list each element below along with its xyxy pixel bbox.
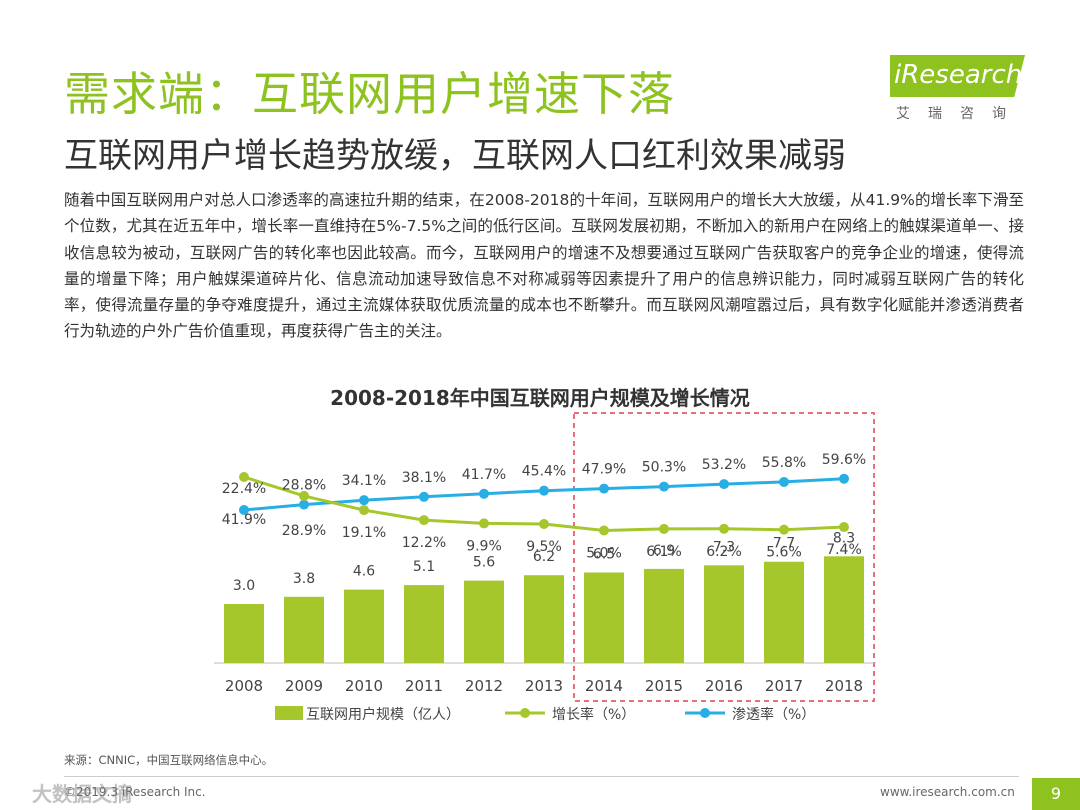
bar-2008 — [224, 604, 264, 663]
growth-label-2014: 5.0% — [586, 546, 622, 562]
bar-2009 — [284, 596, 324, 663]
footer-copyright: ©2019.3 iResearch Inc. — [64, 785, 206, 799]
bar-2014 — [584, 572, 624, 663]
x-tick-2009: 2009 — [285, 677, 323, 695]
penetration-label-2013: 45.4% — [522, 464, 566, 480]
x-tick-2011: 2011 — [405, 677, 443, 695]
bar-2013 — [524, 575, 564, 663]
growth-label-2016: 6.2% — [706, 544, 742, 560]
x-tick-2008: 2008 — [225, 677, 263, 695]
growth-label-2008: 41.9% — [222, 512, 266, 528]
penetration-label-2009: 28.8% — [282, 478, 326, 494]
legend-growth-dot — [520, 708, 530, 718]
penetration-point-2008 — [239, 505, 249, 515]
bar-label-2014: 6.5 — [593, 547, 615, 563]
growth-point-2015 — [659, 523, 669, 534]
penetration-label-2017: 55.8% — [762, 455, 806, 471]
logo-brand-text: iResearch — [894, 60, 1023, 90]
growth-label-2013: 9.5% — [526, 539, 562, 555]
bar-2011 — [404, 585, 444, 663]
penetration-point-2010 — [359, 495, 369, 506]
penetration-point-2013 — [539, 485, 549, 496]
growth-point-2009 — [299, 490, 309, 501]
x-tick-2010: 2010 — [345, 677, 383, 695]
x-tick-2017: 2017 — [765, 677, 803, 695]
legend-growth-label: 增长率（%） — [552, 706, 635, 723]
chart-title: 2008-2018年中国互联网用户规模及增长情况 — [330, 386, 750, 410]
penetration-point-2012 — [479, 488, 489, 499]
legend-bar-swatch — [275, 706, 303, 720]
growth-label-2009: 28.9% — [282, 523, 326, 539]
x-tick-2014: 2014 — [585, 677, 623, 695]
growth-point-2016 — [719, 523, 729, 534]
penetration-point-2016 — [719, 479, 729, 490]
penetration-point-2014 — [599, 483, 609, 494]
growth-label-2011: 12.2% — [402, 535, 446, 551]
x-tick-2015: 2015 — [645, 677, 683, 695]
growth-label-2012: 9.9% — [466, 538, 502, 554]
penetration-point-2015 — [659, 481, 669, 492]
penetration-point-2009 — [299, 499, 309, 510]
bar-label-2018: 8.3 — [833, 530, 855, 546]
legend-bar-label: 互联网用户规模（亿人） — [306, 706, 460, 723]
growth-point-2014 — [599, 525, 609, 536]
penetration-label-2018: 59.6% — [822, 452, 866, 468]
bar-label-2012: 5.6 — [473, 555, 495, 571]
bar-2015 — [644, 568, 684, 663]
x-tick-2012: 2012 — [465, 677, 503, 695]
logo-cn-text: 艾瑞咨询 — [896, 106, 1024, 122]
growth-point-2017 — [779, 524, 789, 535]
penetration-point-2018 — [839, 473, 849, 484]
logo-mark — [890, 55, 1025, 97]
bar-label-2011: 5.1 — [413, 559, 435, 575]
growth-label-2017: 5.6% — [766, 545, 802, 561]
penetration-label-2008: 22.4% — [222, 481, 266, 497]
x-tick-2018: 2018 — [825, 677, 863, 695]
bar-2016 — [704, 565, 744, 663]
growth-point-2018 — [839, 522, 849, 533]
growth-point-2008 — [239, 472, 249, 483]
bar-2010 — [344, 589, 384, 663]
bar-2018 — [824, 556, 864, 663]
watermark: 大数据文摘 — [32, 782, 132, 806]
growth-point-2013 — [539, 519, 549, 529]
bar-label-2016: 7.3 — [713, 539, 735, 555]
bar-label-2008: 3.0 — [233, 578, 255, 594]
x-tick-2016: 2016 — [705, 677, 743, 695]
growth-label-2018: 7.4% — [826, 542, 862, 558]
penetration-label-2014: 47.9% — [582, 462, 626, 478]
penetration-label-2011: 38.1% — [402, 470, 446, 486]
bar-2017 — [764, 561, 804, 663]
bar-label-2017: 7.7 — [773, 536, 795, 552]
x-tick-2013: 2013 — [525, 677, 563, 695]
footer-source: 来源：CNNIC，中国互联网络信息中心。 — [64, 753, 274, 767]
bar-2012 — [464, 580, 504, 663]
penetration-point-2017 — [779, 476, 789, 487]
penetration-label-2016: 53.2% — [702, 457, 746, 473]
highlight-box — [573, 412, 875, 702]
bar-label-2015: 6.9 — [653, 543, 675, 559]
penetration-point-2011 — [419, 491, 429, 502]
bar-label-2013: 6.2 — [533, 549, 555, 565]
penetration-label-2010: 34.1% — [342, 473, 386, 489]
page-subtitle: 互联网用户增长趋势放缓，互联网人口红利效果减弱 — [64, 136, 846, 176]
iresearch-logo: iResearch 艾瑞咨询 — [890, 55, 1030, 125]
footer-divider — [64, 776, 1019, 777]
legend-penetration-label: 渗透率（%） — [732, 706, 815, 723]
growth-point-2011 — [419, 515, 429, 526]
growth-label-2010: 19.1% — [342, 525, 386, 541]
penetration-label-2015: 50.3% — [642, 460, 686, 476]
page-title: 需求端：互联网用户增速下落 — [64, 67, 675, 121]
bar-label-2010: 4.6 — [353, 564, 375, 580]
growth-label-2015: 6.1% — [646, 544, 682, 560]
growth-point-2010 — [359, 505, 369, 516]
bar-label-2009: 3.8 — [293, 571, 315, 587]
page-number: 9 — [1032, 778, 1080, 810]
footer-website: www.iresearch.com.cn — [880, 785, 1015, 799]
body-paragraph: 随着中国互联网用户对总人口渗透率的高速拉升期的结束，在2008-2018的十年间… — [64, 191, 1024, 341]
penetration-label-2012: 41.7% — [462, 467, 506, 483]
legend-penetration-dot — [700, 708, 710, 718]
growth-point-2012 — [479, 518, 489, 529]
